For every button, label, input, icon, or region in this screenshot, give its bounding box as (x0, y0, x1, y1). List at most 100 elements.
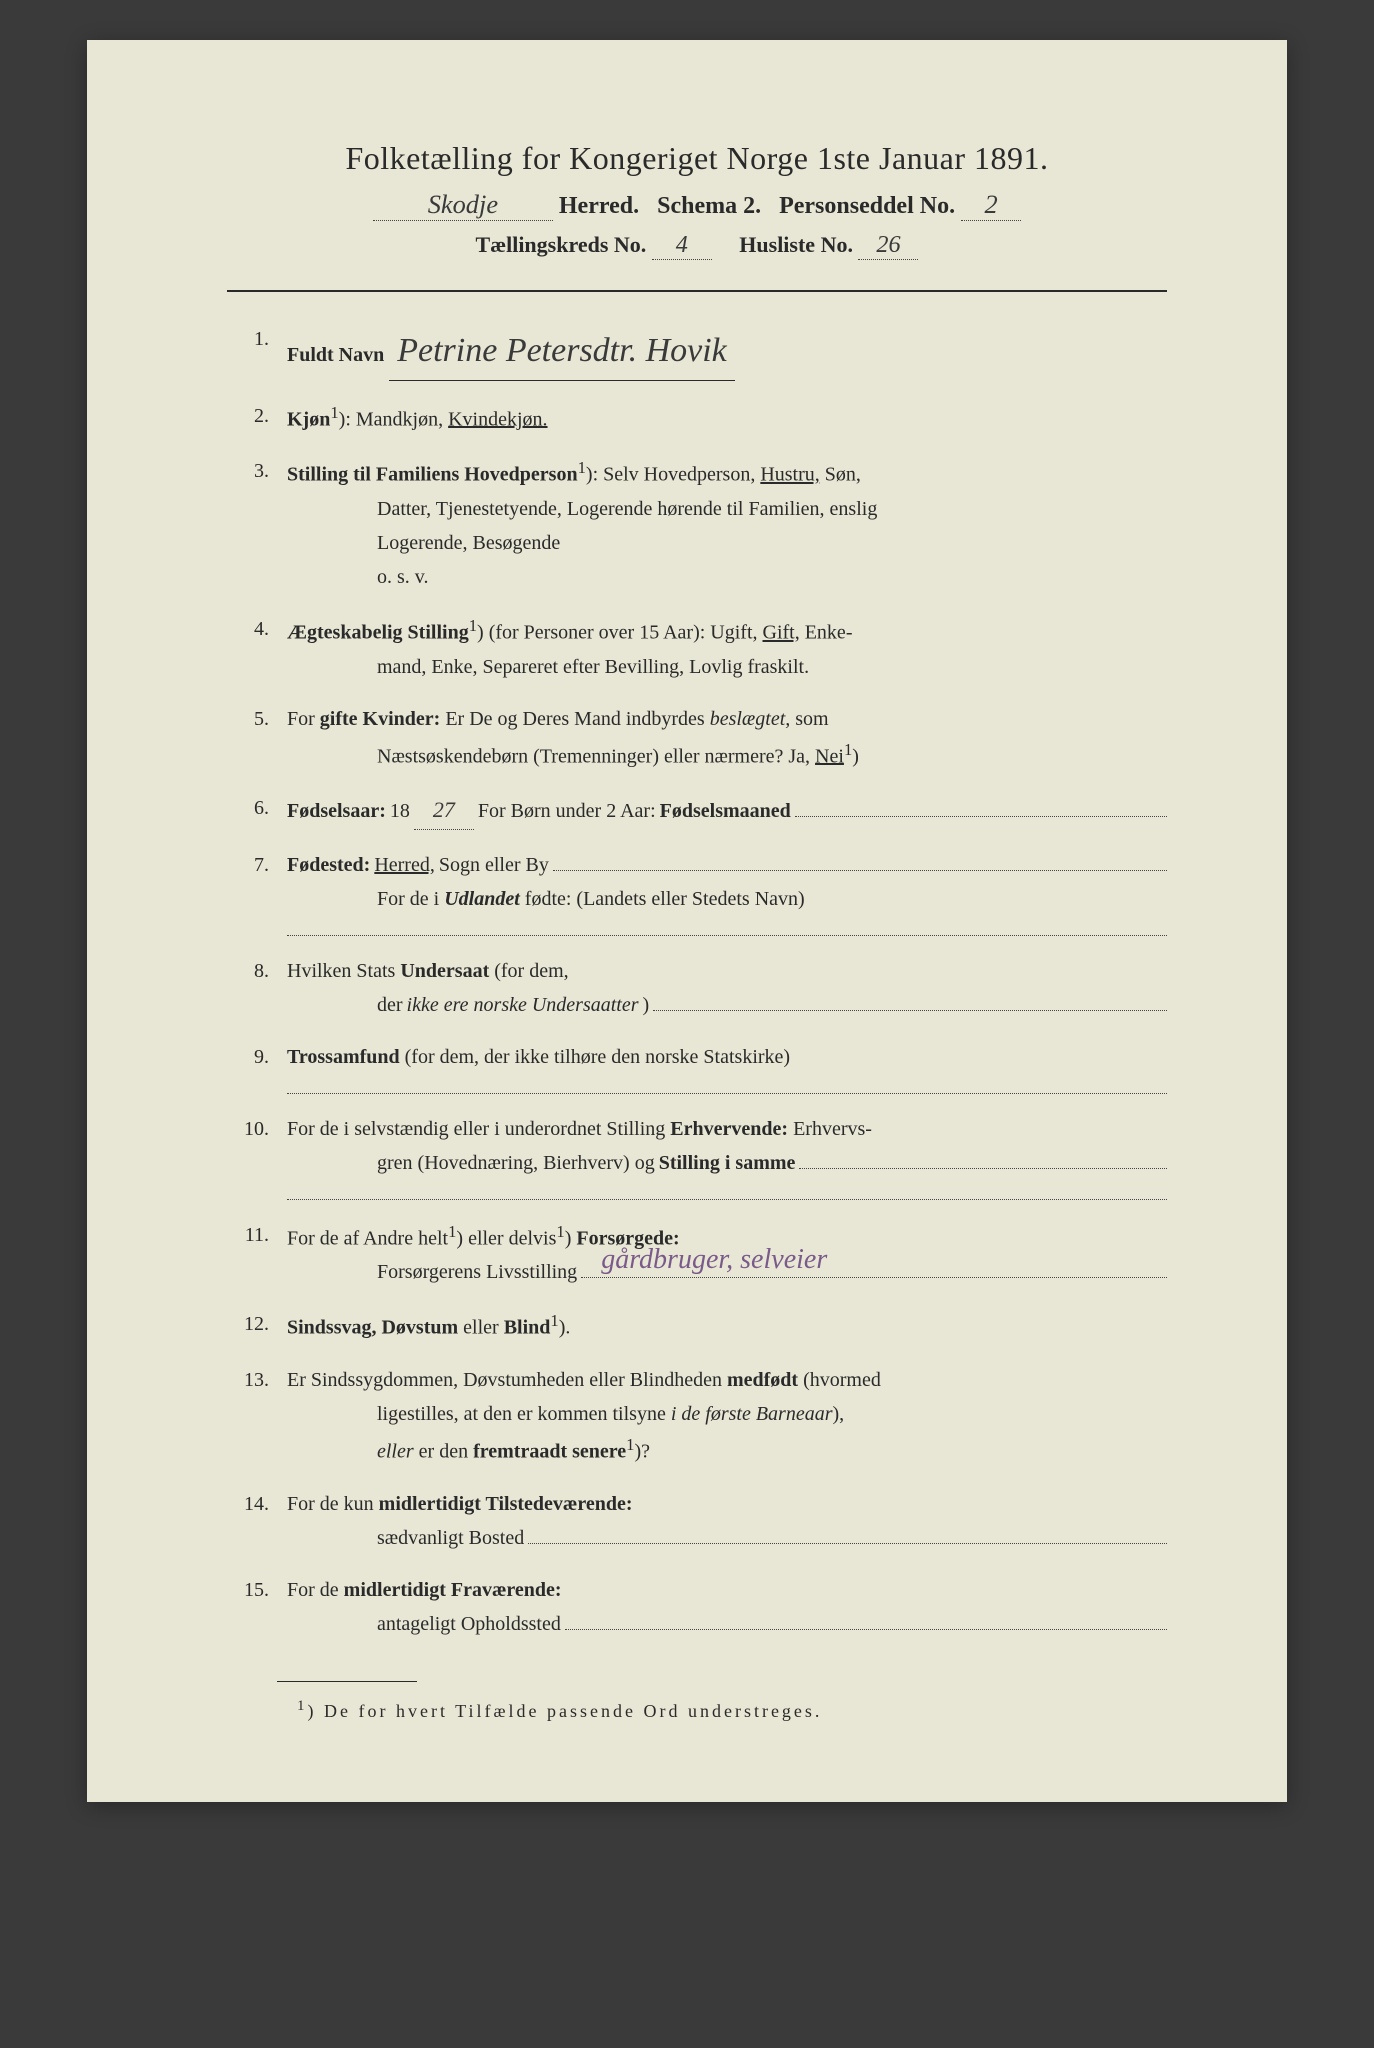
entry-num: 15. (237, 1573, 287, 1641)
entry-body: For de af Andre helt1) eller delvis1) Fo… (287, 1218, 1167, 1290)
footnote: 1) De for hvert Tilfælde passende Ord un… (227, 1698, 1167, 1722)
sup: 1 (469, 616, 477, 635)
bold: midlertidigt Fraværende: (344, 1579, 562, 1601)
entry-body: For de midlertidigt Fraværende: antageli… (287, 1573, 1167, 1641)
divider-top (227, 290, 1167, 292)
text: sædvanligt Bosted (377, 1521, 524, 1555)
entry-body: Sindssvag, Døvstum eller Blind1). (287, 1307, 1167, 1345)
text: Næstsøskendebørn (Tremenninger) eller næ… (377, 745, 815, 767)
cont: Forsørgerens Livsstilling gårdbruger, se… (287, 1255, 1167, 1289)
entry-num: 6. (237, 791, 287, 829)
cont: ligestilles, at den er kommen tilsyne i … (287, 1397, 1167, 1431)
name-value: Petrine Petersdtr. Hovik (389, 322, 735, 381)
entry-8: 8. Hvilken Stats Undersaat (for dem, der… (237, 954, 1167, 1022)
entry-2: 2. Kjøn1): Mandkjøn, Kvindekjøn. (237, 399, 1167, 437)
text: For Børn under 2 Aar: (478, 794, 656, 828)
underlined: Nei (815, 745, 844, 767)
title-line2: Skodje Herred. Schema 2. Personseddel No… (227, 189, 1167, 221)
title-line3: Tællingskreds No. 4 Husliste No. 26 (227, 231, 1167, 260)
text: Søn, (820, 464, 861, 486)
bold: fremtraadt senere (473, 1441, 626, 1463)
entry-7: 7. Fødested: Herred, Sogn eller By For d… (237, 848, 1167, 936)
dotted-fill: gårdbruger, selveier (581, 1258, 1167, 1278)
kreds-label: Tællingskreds No. (476, 232, 647, 257)
text: fødte: (Landets eller Stedets Navn) (520, 888, 805, 910)
text: For de (287, 1579, 344, 1601)
blank-line (287, 1074, 1167, 1094)
dotted-fill (565, 1610, 1167, 1630)
cont: der ikke ere norske Undersaatter) (287, 988, 1167, 1022)
entry-15: 15. For de midlertidigt Fraværende: anta… (237, 1573, 1167, 1641)
text: (for dem, der ikke tilhøre den norske St… (400, 1046, 790, 1068)
text: Er De og Deres Mand indbyrdes (440, 708, 709, 730)
entry-body: Ægteskabelig Stilling1) (for Personer ov… (287, 612, 1167, 684)
sup: 1 (626, 1435, 634, 1454)
blank-line (287, 1180, 1167, 1200)
text: antageligt Opholdssted (377, 1607, 561, 1641)
personseddel-no: 2 (961, 189, 1021, 221)
blank-line (287, 916, 1167, 936)
text: For (287, 708, 320, 730)
entry-num: 2. (237, 399, 287, 437)
cont: Datter, Tjenestetyende, Logerende hørend… (287, 492, 1167, 526)
entry-num: 14. (237, 1487, 287, 1555)
entry-10: 10. For de i selvstændig eller i underor… (237, 1112, 1167, 1200)
entry-body: Trossamfund (for dem, der ikke tilhøre d… (287, 1040, 1167, 1094)
text: der (377, 988, 403, 1022)
italic: beslægtet, (710, 708, 791, 730)
entry-num: 8. (237, 954, 287, 1022)
sup: 1 (556, 1222, 564, 1241)
cont: For de i Udlandet fødte: (Landets eller … (287, 882, 1167, 916)
text: ) (for Personer over 15 Aar): Ugift, (477, 622, 762, 644)
text: For de kun (287, 1493, 379, 1515)
dotted-fill (287, 1074, 1167, 1094)
entry-14: 14. For de kun midlertidigt Tilstedevære… (237, 1487, 1167, 1555)
dotted-fill (799, 1149, 1167, 1169)
text: Forsørgerens Livsstilling (377, 1255, 577, 1289)
header: Folketælling for Kongeriget Norge 1ste J… (227, 140, 1167, 260)
sup: 1 (330, 403, 338, 422)
text: Er Sindssygdommen, Døvstumheden eller Bl… (287, 1369, 727, 1391)
cont: sædvanligt Bosted (287, 1521, 1167, 1555)
bold: Trossamfund (287, 1046, 400, 1068)
text: er den (414, 1441, 473, 1463)
divider-footnote (277, 1681, 417, 1682)
entries: 1. Fuldt Navn Petrine Petersdtr. Hovik 2… (227, 322, 1167, 1641)
text: ). (559, 1317, 571, 1339)
underlined: Hustru, (760, 464, 819, 486)
entry-num: 7. (237, 848, 287, 936)
cont: Næstsøskendebørn (Tremenninger) eller næ… (287, 736, 1167, 774)
entry-3: 3. Stilling til Familiens Hovedperson1):… (237, 454, 1167, 594)
underlined: Gift, (763, 622, 800, 644)
entry-body: Stilling til Familiens Hovedperson1): Se… (287, 454, 1167, 594)
entry-13: 13. Er Sindssygdommen, Døvstumheden elle… (237, 1363, 1167, 1469)
text: 18 (390, 794, 410, 828)
text: Erhvervs- (788, 1118, 872, 1140)
dotted-fill (287, 1180, 1167, 1200)
bold: medfødt (727, 1369, 798, 1391)
entry-body: Kjøn1): Mandkjøn, Kvindekjøn. (287, 399, 1167, 437)
bold: Undersaat (400, 960, 489, 982)
entry-5: 5. For gifte Kvinder: Er De og Deres Man… (237, 702, 1167, 774)
entry-num: 10. (237, 1112, 287, 1200)
text: Enke- (800, 622, 853, 644)
label: Stilling til Familiens Hovedperson (287, 464, 578, 486)
husliste-no: 26 (858, 231, 918, 260)
entry-body: Fødested: Herred, Sogn eller By For de i… (287, 848, 1167, 936)
dotted-fill (795, 797, 1167, 817)
entry-6: 6. Fødselsaar: 1827 For Børn under 2 Aar… (237, 791, 1167, 829)
bold: Erhvervende: (670, 1118, 788, 1140)
entry-num: 12. (237, 1307, 287, 1345)
text: )? (635, 1441, 651, 1463)
label: Ægteskabelig Stilling (287, 622, 469, 644)
cont: eller er den fremtraadt senere1)? (287, 1431, 1167, 1469)
herred-label: Herred. (559, 193, 639, 219)
bold: midlertidigt Tilstedeværende: (379, 1493, 633, 1515)
underlined: Kvindekjøn. (448, 408, 547, 430)
herred-field: Skodje (373, 189, 553, 221)
text: ) eller delvis (456, 1227, 556, 1249)
entry-body: Fuldt Navn Petrine Petersdtr. Hovik (287, 322, 1167, 381)
entry-body: Er Sindssygdommen, Døvstumheden eller Bl… (287, 1363, 1167, 1469)
text: Sogn eller By (439, 848, 549, 882)
entry-12: 12. Sindssvag, Døvstum eller Blind1). (237, 1307, 1167, 1345)
